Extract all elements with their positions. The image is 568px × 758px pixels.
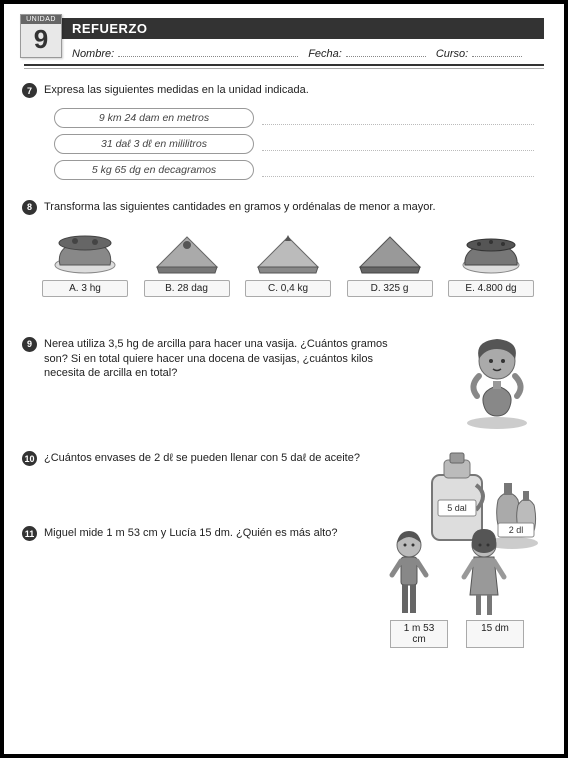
question-text: Miguel mide 1 m 53 cm y Lucía 15 dm. ¿Qu… — [44, 526, 384, 541]
name-row: Nombre: Fecha: Curso: — [24, 39, 544, 66]
question-number: 8 — [22, 200, 37, 215]
question-8: 8 Transforma las siguientes cantidades e… — [24, 200, 544, 297]
question-10: 10 ¿Cuántos envases de 2 dℓ se pueden ll… — [24, 451, 544, 466]
question-number: 9 — [22, 337, 37, 352]
question-number: 10 — [22, 451, 37, 466]
q7-items: 9 km 24 dam en metros 31 daℓ 3 dℓ en mil… — [54, 108, 544, 186]
q11-labels: 1 m 53 cm 15 dm — [390, 620, 524, 648]
question-7: 7 Expresa las siguientes medidas en la u… — [24, 83, 544, 186]
date-field: Fecha: — [308, 45, 426, 60]
svg-text:5 dal: 5 dal — [447, 503, 467, 513]
unit-label: UNIDAD — [21, 15, 61, 24]
question-number: 7 — [22, 83, 37, 98]
name-field: Nombre: — [72, 45, 298, 60]
cake-row: A. 3 hg B. 28 dag C. 0,4 kg D. 325 g E. … — [42, 225, 544, 297]
cake-a: A. 3 hg — [42, 225, 128, 297]
cake-c: C. 0,4 kg — [245, 225, 331, 297]
worksheet-title: REFUERZO — [24, 18, 544, 39]
q7-item-2: 31 daℓ 3 dℓ en mililitros — [54, 134, 254, 154]
question-9: 9 Nerea utiliza 3,5 hg de arcilla para h… — [24, 337, 544, 382]
unit-box: UNIDAD 9 — [20, 14, 62, 58]
question-11: 11 Miguel mide 1 m 53 cm y Lucía 15 dm. … — [24, 526, 544, 541]
q7-item-1: 9 km 24 dam en metros — [54, 108, 254, 128]
cake-d: D. 325 g — [347, 225, 433, 297]
question-text: Nerea utiliza 3,5 hg de arcilla para hac… — [44, 337, 404, 382]
cake-e: E. 4.800 dg — [448, 225, 534, 297]
question-text: ¿Cuántos envases de 2 dℓ se pueden llena… — [44, 451, 384, 466]
q11-label-b: 15 dm — [466, 620, 524, 648]
question-text: Transforma las siguientes cantidades en … — [44, 200, 544, 215]
unit-number: 9 — [21, 24, 61, 54]
girl-pottery-icon — [449, 331, 544, 431]
worksheet-header: UNIDAD 9 REFUERZO Nombre: Fecha: Curso: — [24, 18, 544, 69]
q7-item-3: 5 kg 65 dg en decagramos — [54, 160, 254, 180]
question-number: 11 — [22, 526, 37, 541]
course-field: Curso: — [436, 45, 522, 60]
q11-label-a: 1 m 53 cm — [390, 620, 448, 648]
question-text: Expresa las siguientes medidas en la uni… — [44, 83, 544, 98]
kids-icon — [374, 520, 524, 630]
cake-b: B. 28 dag — [144, 225, 230, 297]
